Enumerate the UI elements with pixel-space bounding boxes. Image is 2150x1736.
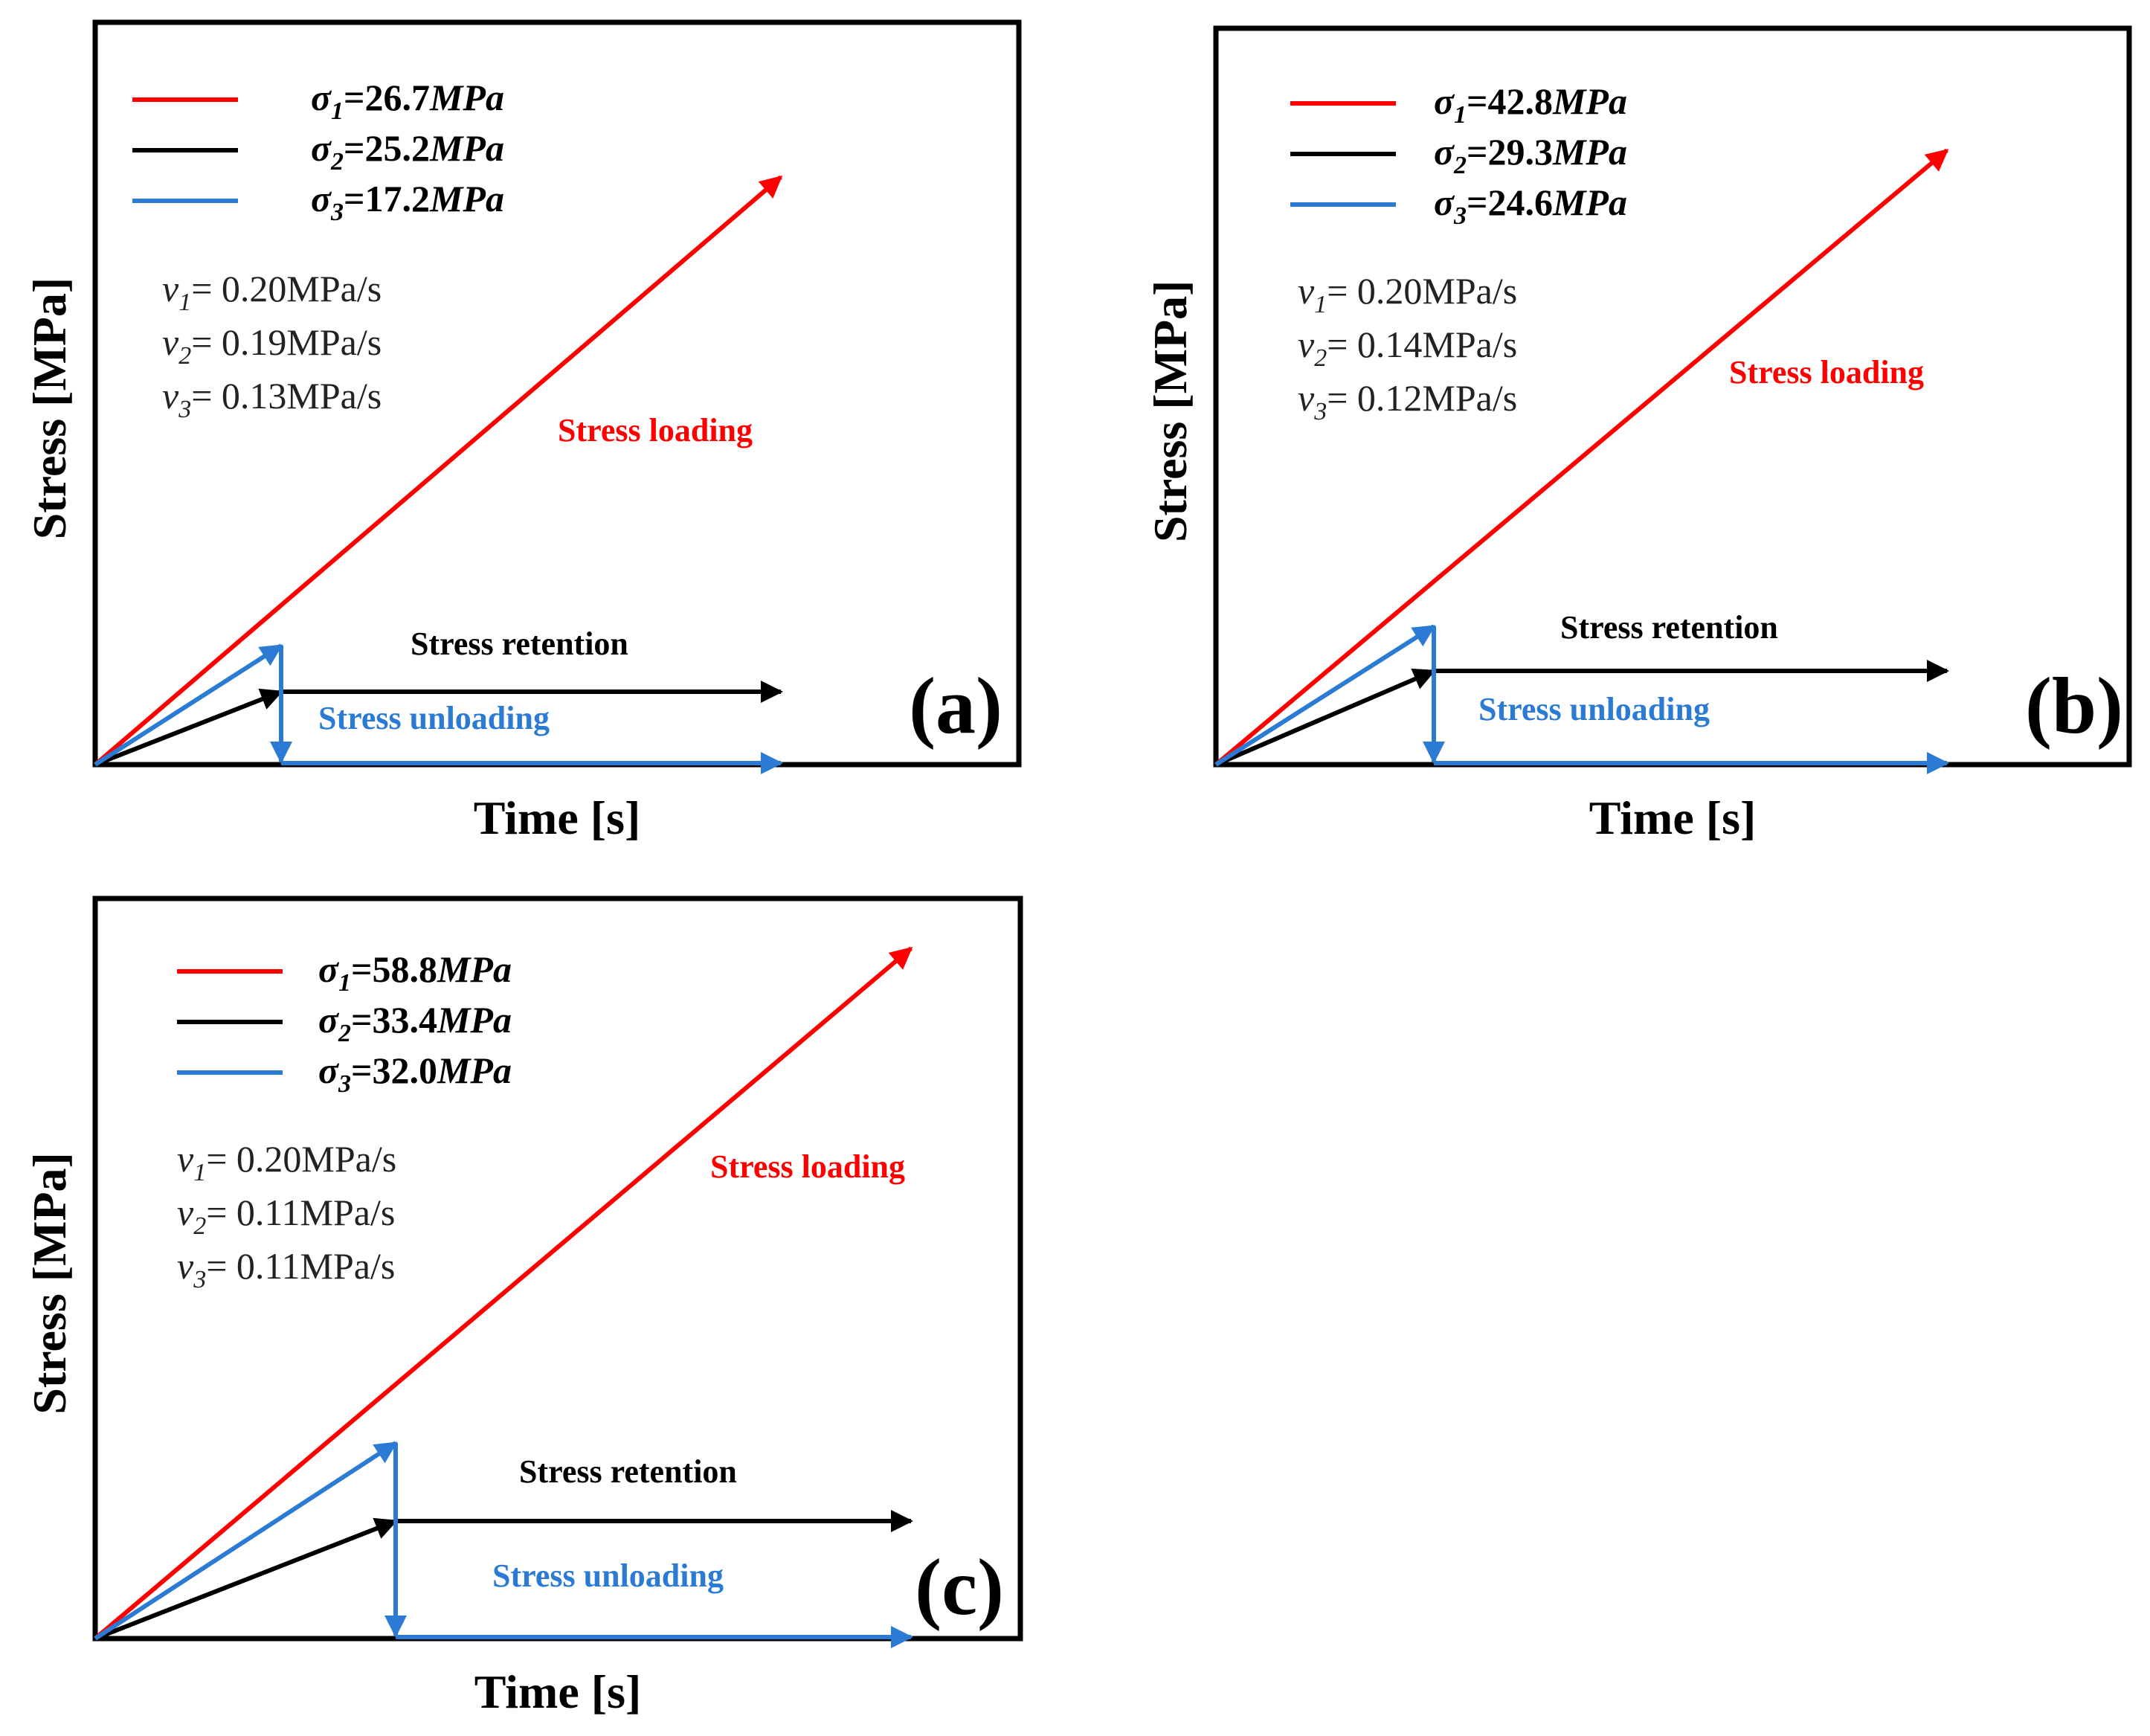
sigma2-rise-arrow: [1214, 668, 1436, 767]
legend-label-2: σ2=29.3MPa: [1434, 131, 1627, 179]
panel-tag: (a): [909, 662, 1002, 750]
loading-arrow: [1214, 148, 1949, 767]
sigma2-rise-arrow: [94, 1517, 398, 1641]
stress-loading-label: Stress loading: [710, 1148, 905, 1185]
rate-label-1: v1= 0.20MPa/s: [1298, 270, 1517, 318]
x-axis-title: Time [s]: [474, 1665, 642, 1718]
rate-label-1: v1= 0.20MPa/s: [162, 268, 382, 316]
rate-label-2: v2= 0.11MPa/s: [177, 1192, 395, 1240]
rate-label-1: v1= 0.20MPa/s: [177, 1138, 396, 1186]
rate-label-2: v2= 0.14MPa/s: [1298, 324, 1517, 372]
stress-retention-label: Stress retention: [519, 1453, 737, 1490]
loading-arrow: [94, 946, 913, 1641]
legend-label-1: σ1=42.8MPa: [1434, 80, 1627, 129]
panel-tag: (c): [915, 1543, 1004, 1632]
rate-label-3: v3= 0.11MPa/s: [177, 1245, 395, 1293]
stress-unloading-label: Stress unloading: [492, 1557, 724, 1594]
x-axis-title: Time [s]: [474, 791, 641, 844]
y-axis-title: Stress [MPa]: [23, 277, 76, 540]
y-axis-title: Stress [MPa]: [23, 1152, 76, 1415]
stress-loading-label: Stress loading: [1729, 354, 1924, 390]
stress-unloading-label: Stress unloading: [318, 700, 550, 736]
legend-label-3: σ3=17.2MPa: [311, 178, 504, 226]
sigma3-rise-arrow: [94, 643, 283, 767]
stress-loading-label: Stress loading: [558, 412, 753, 449]
stress-unloading-label: Stress unloading: [1478, 691, 1710, 727]
x-axis-title: Time [s]: [1589, 791, 1757, 844]
rate-label-3: v3= 0.12MPa/s: [1298, 377, 1517, 425]
legend-label-2: σ2=33.4MPa: [318, 999, 512, 1047]
legend-label-1: σ1=26.7MPa: [311, 77, 504, 125]
stress-retention-label: Stress retention: [411, 626, 628, 662]
loading-arrow: [94, 175, 783, 767]
legend-label-3: σ3=24.6MPa: [1434, 181, 1627, 230]
stress-retention-label: Stress retention: [1560, 609, 1778, 646]
sigma3-rise-arrow: [1214, 624, 1436, 767]
legend-label-3: σ3=32.0MPa: [318, 1049, 512, 1098]
sigma2-rise-arrow: [94, 688, 283, 767]
sigma3-rise-arrow: [94, 1441, 398, 1641]
legend-label-1: σ1=58.8MPa: [318, 948, 512, 997]
legend-label-2: σ2=25.2MPa: [311, 127, 504, 176]
rate-label-2: v2= 0.19MPa/s: [162, 321, 382, 370]
y-axis-title: Stress [MPa]: [1144, 280, 1197, 543]
panel-tag: (b): [2025, 662, 2123, 750]
rate-label-3: v3= 0.13MPa/s: [162, 375, 382, 423]
